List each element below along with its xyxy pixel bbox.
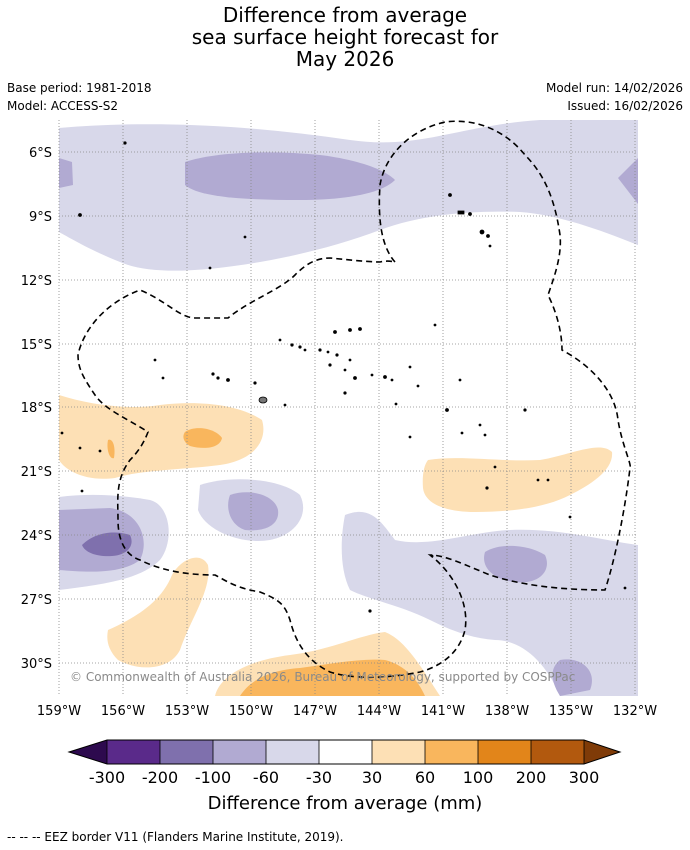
colorbar-tick-m200: -200 <box>142 768 178 787</box>
lat-label-15s: 15°S <box>21 338 52 353</box>
anomaly-core-4 <box>552 659 592 696</box>
lat-label-12s: 12°S <box>21 274 52 289</box>
issued-date: Issued: 16/02/2026 <box>567 99 683 113</box>
anomaly-core-3 <box>484 545 547 583</box>
anomaly-core-east <box>618 158 638 204</box>
lat-label-21s: 21°S <box>21 465 52 480</box>
lon-label-132w: 132°W <box>613 704 657 719</box>
colorbar-tick-100: 100 <box>463 768 494 787</box>
model-name: Model: ACCESS-S2 <box>7 99 119 113</box>
colorbar-bin-200-300 <box>531 740 584 764</box>
anomaly-positive-west <box>59 395 264 479</box>
title-line-3: May 2026 <box>295 47 395 71</box>
anomaly-positive-east <box>422 447 613 512</box>
lon-label-147w: 147°W <box>293 704 337 719</box>
lat-labels: 6°S 9°S 12°S 15°S 18°S 21°S 24°S 27°S 30… <box>21 146 52 672</box>
colorbar-bin-m60-m30 <box>266 740 319 764</box>
lon-label-135w: 135°W <box>549 704 593 719</box>
lon-label-150w: 150°W <box>229 704 273 719</box>
colorbar-bin-30-60 <box>372 740 425 764</box>
anomaly-positive-west-core <box>183 428 222 448</box>
anomaly-core-2 <box>228 492 279 531</box>
lat-label-27s: 27°S <box>21 593 52 608</box>
colorbar-dividers <box>106 740 585 764</box>
colorbar-tick-300: 300 <box>569 768 600 787</box>
colorbar-tick-m30: -30 <box>306 768 332 787</box>
colorbar-tick-200: 200 <box>516 768 547 787</box>
copyright-text: © Commonwealth of Australia 2026, Bureau… <box>70 670 575 684</box>
colorbar-bin-m300-m200 <box>107 740 160 764</box>
base-period: Base period: 1981-2018 <box>7 81 152 95</box>
colorbar-ticks: -300 -200 -100 -60 -30 30 60 100 200 300 <box>89 768 599 787</box>
anomaly-core-north <box>185 152 395 200</box>
colorbar-bin-100-200 <box>478 740 531 764</box>
eez-legend: -- -- -- EEZ border V11 (Flanders Marine… <box>7 830 344 844</box>
colorbar-tick-m60: -60 <box>253 768 279 787</box>
lon-label-141w: 141°W <box>421 704 465 719</box>
anomaly-positive-west-spot <box>107 439 115 459</box>
lon-label-153w: 153°W <box>165 704 209 719</box>
colorbar-extend-high <box>584 740 620 764</box>
lat-label-30s: 30°S <box>21 657 52 672</box>
lat-label-18s: 18°S <box>21 401 52 416</box>
colorbar-tick-m300: -300 <box>89 768 125 787</box>
lon-label-156w: 156°W <box>101 704 145 719</box>
eez-border <box>77 120 632 679</box>
lat-label-24s: 24°S <box>21 529 52 544</box>
map-title: Difference from average sea surface heig… <box>0 4 690 70</box>
colorbar-bin-60-100 <box>425 740 478 764</box>
anomaly-positive-south-core <box>240 659 425 696</box>
anomaly-positive-south <box>107 557 209 668</box>
model-run: Model run: 14/02/2026 <box>545 81 683 95</box>
islands <box>60 141 627 613</box>
lat-label-9s: 9°S <box>29 210 52 225</box>
map-area <box>59 120 638 696</box>
colorbar-tick-60: 60 <box>415 768 435 787</box>
anomaly-core-1-deep <box>82 532 132 557</box>
title-line-1: Difference from average <box>222 3 468 27</box>
title-line-2: sea surface height forecast for <box>191 25 499 49</box>
colorbar-title: Difference from average (mm) <box>208 793 483 814</box>
colorbar-tick-m100: -100 <box>195 768 231 787</box>
meta-right: Model run: 14/02/2026 Issued: 16/02/2026 <box>546 79 683 115</box>
lon-label-159w: 159°W <box>37 704 81 719</box>
lat-label-6s: 6°S <box>29 146 52 161</box>
lon-label-144w: 144°W <box>357 704 401 719</box>
lon-label-138w: 138°W <box>485 704 529 719</box>
anomaly-core-west <box>59 158 73 188</box>
anomaly-band-south-east <box>341 511 638 696</box>
colorbar-tick-30: 30 <box>362 768 382 787</box>
gridlines <box>58 120 638 696</box>
meta-left: Base period: 1981-2018 Model: ACCESS-S2 <box>7 79 152 115</box>
colorbar-bin-m100-m60 <box>213 740 266 764</box>
colorbar <box>67 739 622 765</box>
colorbar-bin-m30-30 <box>319 740 372 764</box>
lon-labels: 159°W 156°W 153°W 150°W 147°W 144°W 141°… <box>37 704 657 719</box>
colorbar-bin-m200-m100 <box>160 740 213 764</box>
colorbar-extend-low <box>69 740 107 764</box>
